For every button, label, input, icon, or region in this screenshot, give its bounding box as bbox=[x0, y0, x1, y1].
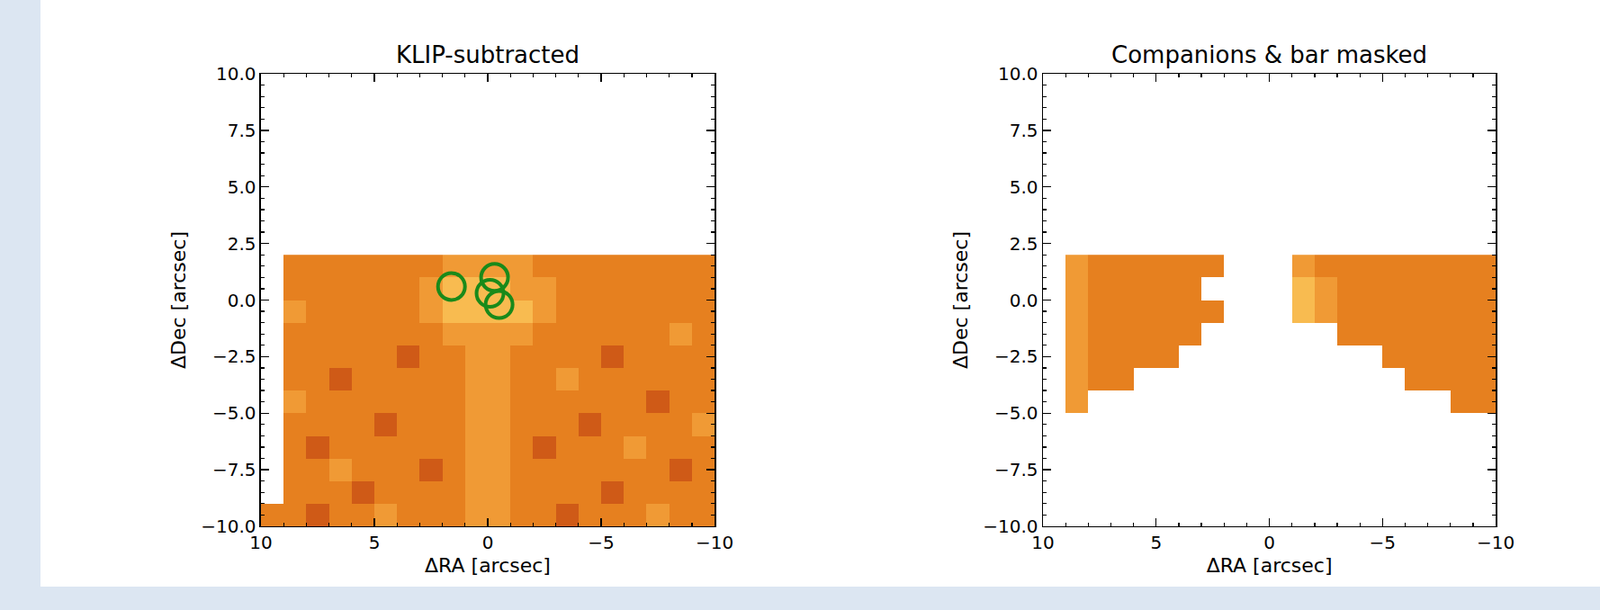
svg-text:−5: −5 bbox=[1369, 531, 1396, 554]
svg-text:ΔRA [arcsec]: ΔRA [arcsec] bbox=[424, 554, 551, 577]
svg-text:5.0: 5.0 bbox=[227, 176, 257, 198]
svg-text:0.0: 0.0 bbox=[227, 289, 257, 312]
svg-text:0.0: 0.0 bbox=[1009, 289, 1039, 312]
svg-text:7.5: 7.5 bbox=[227, 119, 257, 142]
svg-text:−5: −5 bbox=[587, 531, 614, 554]
svg-text:10.0: 10.0 bbox=[215, 62, 257, 85]
svg-text:−2.5: −2.5 bbox=[994, 345, 1039, 368]
svg-text:0: 0 bbox=[1263, 531, 1276, 554]
svg-text:10.0: 10.0 bbox=[997, 62, 1039, 85]
svg-text:2.5: 2.5 bbox=[227, 233, 257, 255]
svg-text:Companions & bar masked: Companions & bar masked bbox=[1111, 41, 1428, 69]
svg-text:ΔDec [arcsec]: ΔDec [arcsec] bbox=[949, 231, 972, 369]
svg-text:ΔRA [arcsec]: ΔRA [arcsec] bbox=[1206, 554, 1333, 577]
svg-text:−5.0: −5.0 bbox=[994, 402, 1039, 424]
svg-text:10: 10 bbox=[249, 531, 272, 554]
svg-text:KLIP-subtracted: KLIP-subtracted bbox=[395, 41, 580, 69]
svg-text:5.0: 5.0 bbox=[1009, 176, 1039, 198]
svg-text:−10: −10 bbox=[1476, 531, 1515, 554]
svg-text:−10.0: −10.0 bbox=[982, 515, 1038, 538]
svg-text:2.5: 2.5 bbox=[1009, 233, 1039, 255]
svg-text:−5.0: −5.0 bbox=[212, 402, 257, 424]
svg-text:−10: −10 bbox=[695, 531, 734, 554]
svg-text:−7.5: −7.5 bbox=[212, 458, 257, 481]
svg-text:−7.5: −7.5 bbox=[994, 458, 1039, 481]
svg-text:−10.0: −10.0 bbox=[200, 515, 256, 538]
svg-text:10: 10 bbox=[1031, 531, 1054, 554]
svg-text:ΔDec [arcsec]: ΔDec [arcsec] bbox=[167, 231, 190, 369]
svg-text:0: 0 bbox=[482, 531, 495, 554]
svg-text:5: 5 bbox=[368, 531, 381, 554]
svg-text:5: 5 bbox=[1150, 531, 1162, 554]
svg-text:−2.5: −2.5 bbox=[212, 345, 257, 368]
svg-text:7.5: 7.5 bbox=[1009, 119, 1039, 142]
